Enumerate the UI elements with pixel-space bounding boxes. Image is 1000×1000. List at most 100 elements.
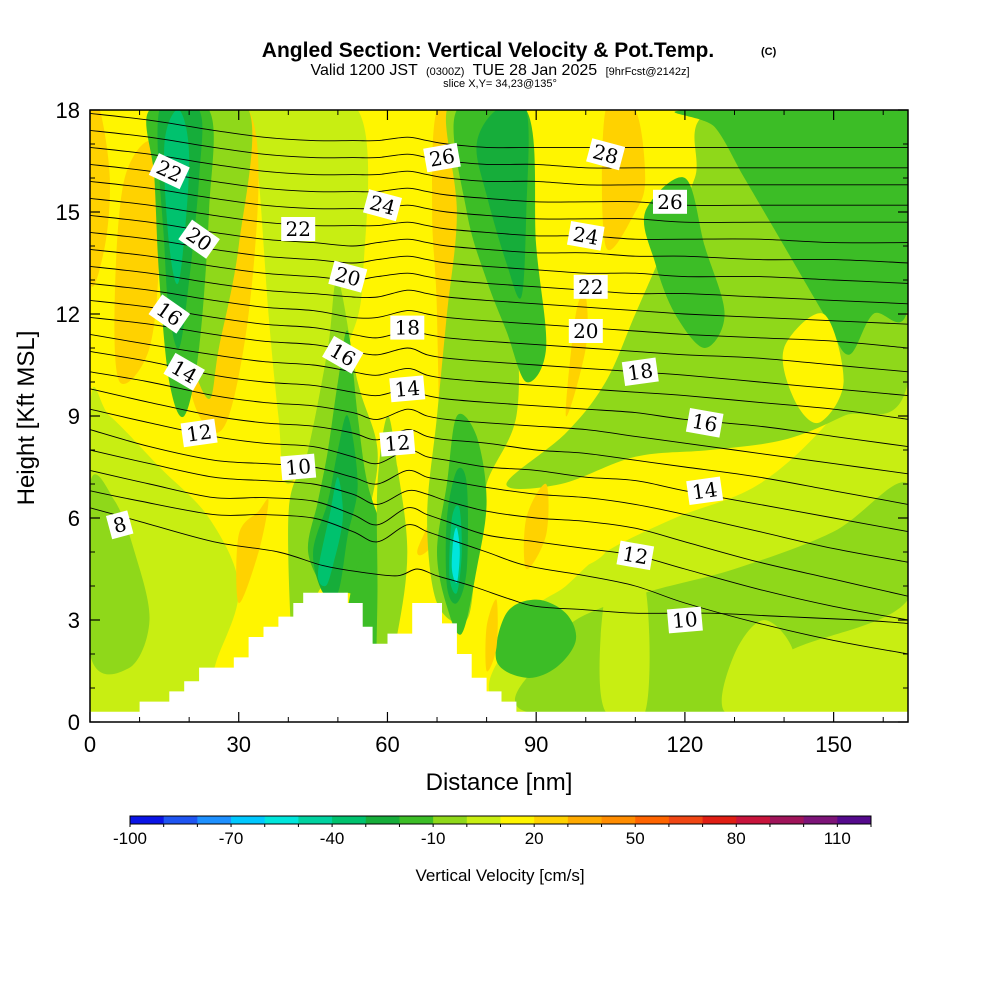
theta-contour-line	[90, 265, 908, 325]
slice-info: slice X,Y= 34,23@135°	[443, 78, 557, 90]
contour-label: 16	[685, 408, 724, 438]
colorbar-tick-label: 20	[525, 829, 544, 848]
colorbar-swatch	[769, 816, 805, 824]
contour-label-text: 14	[690, 477, 719, 504]
colorbar-swatch	[635, 816, 670, 824]
y-axis-label: Height [Kft MSL]	[13, 331, 40, 506]
contour-label-box	[653, 189, 687, 214]
contour-label-box	[328, 260, 368, 293]
colorbar-swatch	[803, 816, 838, 824]
contour-label-box	[163, 352, 205, 391]
contour-label-box	[390, 315, 425, 340]
contour-label-text: 18	[626, 358, 655, 385]
contour-label-box	[666, 606, 703, 634]
copyright-mark: (C)	[761, 46, 777, 58]
x-tick-label: 150	[815, 732, 852, 757]
theta-contour-line	[90, 490, 908, 655]
theta-contour-line	[90, 316, 908, 397]
valid-time-line: Valid 1200 JST (0300Z) TUE 28 Jan 2025 […	[310, 62, 689, 79]
colorbar-swatch	[702, 816, 737, 824]
theta-contour-line	[90, 371, 908, 475]
colorbar-swatch	[197, 816, 232, 824]
contour-label-box	[568, 319, 603, 343]
theta-contour-line	[90, 282, 908, 349]
colorbar-swatch	[264, 816, 299, 824]
contour-label-text: 26	[427, 144, 456, 172]
contour-label-text: 20	[573, 319, 598, 343]
contour-label-text: 22	[285, 217, 310, 241]
colorbar-swatch	[399, 816, 434, 824]
valid-date: TUE 28 Jan 2025	[473, 62, 598, 79]
velocity-region-core-downdraft	[317, 477, 343, 587]
velocity-region-weak-downdraft	[90, 474, 150, 675]
contour-label-text: 12	[185, 419, 214, 446]
colorbar-swatch	[298, 816, 333, 824]
contour-label-box	[379, 429, 416, 457]
contour-label: 8	[105, 510, 134, 540]
contour-label-box	[362, 189, 403, 222]
velocity-region-weak-downdraft	[376, 415, 408, 713]
contour-label-box	[105, 510, 134, 540]
valid-prefix: Valid 1200 JST	[310, 62, 418, 79]
colorbar-tick-label: 110	[824, 829, 851, 848]
contour-label-text: 12	[621, 541, 650, 569]
velocity-field	[90, 110, 908, 722]
contour-label-box	[281, 217, 316, 241]
colorbar-tick-label: -70	[219, 829, 244, 848]
contour-label: 18	[390, 315, 425, 340]
contour-label: 12	[180, 418, 218, 448]
velocity-region-downdraft	[495, 599, 577, 678]
velocity-region-updraft	[90, 110, 110, 287]
velocity-region-background	[721, 620, 796, 719]
theta-contour-line	[90, 112, 908, 149]
contour-label-text: 10	[671, 607, 698, 633]
contour-label: 10	[666, 606, 703, 634]
x-tick-label: 0	[84, 732, 96, 757]
contour-label-box	[566, 221, 605, 251]
contour-label: 10	[280, 453, 317, 481]
contour-label-box	[423, 142, 461, 173]
contour-label-box	[148, 294, 191, 334]
terrain	[90, 592, 908, 722]
contour-label-box	[280, 453, 317, 481]
theta-contour-line	[90, 507, 908, 624]
contour-label-text: 22	[578, 275, 603, 299]
contour-label-box	[586, 138, 626, 171]
contour-label-text: 12	[384, 430, 411, 456]
colorbar-swatch	[500, 816, 535, 824]
y-tick-label: 6	[68, 506, 80, 531]
y-tick-label: 18	[56, 98, 80, 123]
x-tick-label: 60	[375, 732, 399, 757]
y-tick-label: 15	[56, 200, 80, 225]
colorbar-swatch	[837, 816, 872, 824]
contour-label-box	[573, 274, 608, 299]
contour-label: 20	[568, 319, 603, 343]
contour-label-box	[389, 375, 426, 403]
colorbar-tick-label: -40	[320, 829, 345, 848]
contour-label-box	[616, 540, 655, 571]
colorbar-tick-label: -100	[113, 829, 147, 848]
contour-label-box	[621, 357, 659, 387]
colorbar-swatch	[130, 816, 165, 824]
contour-label: 14	[389, 375, 426, 403]
contour-label: 12	[379, 429, 416, 457]
contour-label: 26	[653, 189, 687, 214]
x-tick-label: 120	[667, 732, 704, 757]
contour-label-box	[685, 408, 724, 438]
contour-label-text: 16	[690, 409, 719, 437]
velocity-region-weak-updraft	[575, 512, 609, 568]
contour-label-text: 10	[284, 454, 311, 480]
velocity-region-updraft	[236, 498, 269, 604]
colorbar: -100 -70 -40 -10 20 50 80 110	[113, 815, 872, 848]
colorbar-tick-label: 50	[626, 829, 645, 848]
valid-utc: (0300Z)	[426, 66, 465, 78]
y-tick-label: 3	[68, 608, 80, 633]
colorbar-swatch	[231, 816, 266, 824]
theta-contour-line	[90, 299, 908, 373]
theta-contour-line	[90, 180, 908, 223]
contour-label: 22	[573, 274, 608, 299]
velocity-region-background	[599, 549, 650, 722]
theta-contour-line	[90, 449, 908, 597]
